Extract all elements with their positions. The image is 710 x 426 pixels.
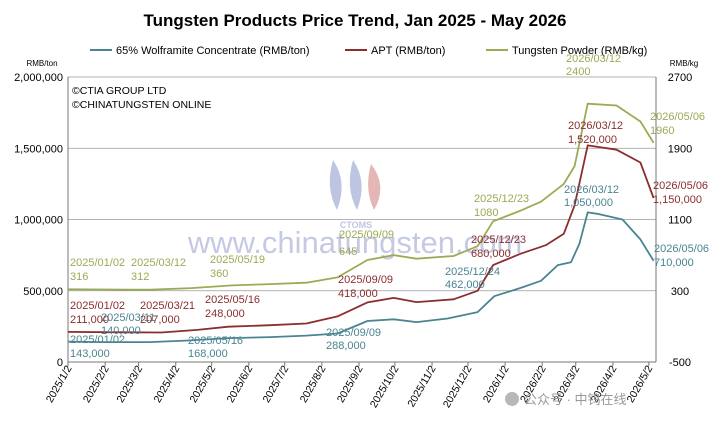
annotation-date: 2025/12/24 — [445, 266, 500, 278]
annotation-date: 2025/03/21 — [140, 300, 195, 312]
annotation-date: 2025/09/09 — [338, 274, 393, 286]
y-right-tick-label: 2700 — [668, 72, 692, 84]
x-tick-label: 2025/4/2 — [152, 363, 183, 405]
y-left-tick-label: 2,000,000 — [14, 72, 63, 84]
y-left-tick-label: 500,000 — [23, 286, 63, 298]
x-tick-label: 2025/1/2 — [44, 363, 75, 405]
watermark-logo: CTOMS — [329, 160, 381, 230]
watermark-text: www.chinatungsten.com — [187, 225, 522, 260]
series-line — [67, 211, 655, 344]
annotation-value: 1,050,000 — [564, 197, 613, 209]
x-tick-label: 2025/8/2 — [298, 363, 329, 405]
annotation-date: 2026/03/12 — [566, 53, 621, 65]
chart-title: Tungsten Products Price Trend, Jan 2025 … — [144, 11, 567, 30]
legend-entry: APT (RMB/ton) — [371, 45, 445, 57]
annotation-value: 710,000 — [654, 257, 694, 269]
y-right-tick-label: 1100 — [668, 215, 692, 227]
annotation-date: 2025/01/02 — [70, 334, 125, 346]
x-tick-label: 2025/10/2 — [368, 363, 402, 410]
annotation-date: 2025/09/09 — [326, 327, 381, 339]
annotation-value: 143,000 — [70, 348, 110, 360]
x-tick-label: 2025/11/2 — [405, 363, 438, 409]
footer-badge-text: 公众号 · 中钨在线 — [524, 392, 627, 407]
copyright-line-2: ©CHINATUNGSTEN ONLINE — [72, 99, 211, 111]
annotation-date: 2025/12/23 — [471, 234, 526, 246]
annotation-value: 1,150,000 — [653, 194, 702, 206]
watermark-logo-text: CTOMS — [340, 220, 372, 230]
annotation-date: 2025/05/19 — [210, 254, 265, 266]
annotation-value: 680,000 — [471, 248, 511, 260]
annotation-value: 418,000 — [338, 288, 378, 300]
x-tick-label: 2025/2/2 — [81, 363, 112, 405]
legend-entry: Tungsten Powder (RMB/kg) — [512, 45, 647, 57]
annotation-value: 211,000 — [70, 314, 109, 326]
annotation-date: 2025/05/16 — [205, 294, 260, 306]
legend-entry: 65% Wolframite Concentrate (RMB/ton) — [116, 45, 310, 57]
annotation-date: 2025/03/12 — [131, 257, 186, 269]
copyright-block: ©CTIA GROUP LTD ©CHINATUNGSTEN ONLINE — [72, 85, 211, 111]
copyright-line-1: ©CTIA GROUP LTD — [72, 85, 167, 97]
annotation-date: 2025/01/02 — [70, 257, 125, 269]
annotation-value: 1,520,000 — [568, 134, 617, 146]
annotation-value: 2400 — [566, 66, 590, 78]
annotation-date: 2025/03/11 — [101, 312, 155, 324]
x-tick-label: 2025/3/2 — [114, 363, 145, 405]
annotation-value: 207,000 — [140, 314, 180, 326]
annotation-date: 2026/05/06 — [653, 180, 708, 192]
annotation-date: 2026/05/06 — [650, 111, 705, 123]
x-tick-label: 2025/12/2 — [441, 363, 475, 410]
annotations: 2025/01/02143,0002025/03/11140,0002025/0… — [70, 53, 709, 360]
annotation-date: 2025/12/23 — [474, 193, 529, 205]
right-axis-unit: RMB/kg — [670, 59, 698, 68]
x-tick-label: 2026/5/2 — [625, 363, 656, 405]
legend: 65% Wolframite Concentrate (RMB/ton) APT … — [90, 45, 647, 57]
footer-badge: 公众号 · 中钨在线 — [505, 392, 627, 407]
annotation-value: 140,000 — [101, 325, 141, 337]
annotation-value: 1080 — [474, 207, 498, 219]
series-line — [67, 144, 655, 334]
series-lines — [67, 102, 655, 344]
wechat-icon — [505, 392, 519, 406]
annotation-date: 2026/05/06 — [654, 243, 709, 255]
x-tick-label: 2025/6/2 — [225, 363, 256, 405]
y-right-tick-label: 1900 — [668, 143, 692, 155]
y-left-tick-label: 0 — [57, 357, 63, 369]
annotation-value: 360 — [210, 268, 228, 280]
y-left-tick-label: 1,000,000 — [14, 215, 63, 227]
watermark: CTOMS www.chinatungsten.com — [187, 160, 522, 260]
y-right-tick-label: -500 — [669, 357, 691, 369]
annotation-value: 248,000 — [205, 308, 245, 320]
annotation-value: 462,000 — [445, 279, 485, 291]
annotation-date: 2026/03/12 — [564, 184, 619, 196]
y-left-tick-label: 1,500,000 — [14, 143, 63, 155]
x-tick-label: 2025/5/2 — [187, 363, 218, 405]
y-right-tick-label: 300 — [671, 286, 689, 298]
annotation-value: 1960 — [650, 125, 674, 137]
annotation-date: 2025/01/02 — [70, 300, 125, 312]
annotation-date: 2026/03/12 — [568, 120, 623, 132]
annotation-date: 2025/09/09 — [339, 229, 394, 241]
annotation-value: 645 — [339, 246, 357, 258]
annotation-value: 312 — [131, 271, 149, 283]
x-tick-label: 2025/7/2 — [261, 363, 292, 405]
annotation-value: 288,000 — [326, 340, 366, 352]
series-line — [67, 102, 655, 291]
annotation-date: 2025/05/16 — [188, 335, 243, 347]
x-tick-label: 2025/9/2 — [335, 363, 366, 405]
annotation-value: 316 — [70, 271, 88, 283]
annotation-value: 168,000 — [188, 348, 228, 360]
left-axis-unit: RMB/ton — [26, 59, 57, 68]
